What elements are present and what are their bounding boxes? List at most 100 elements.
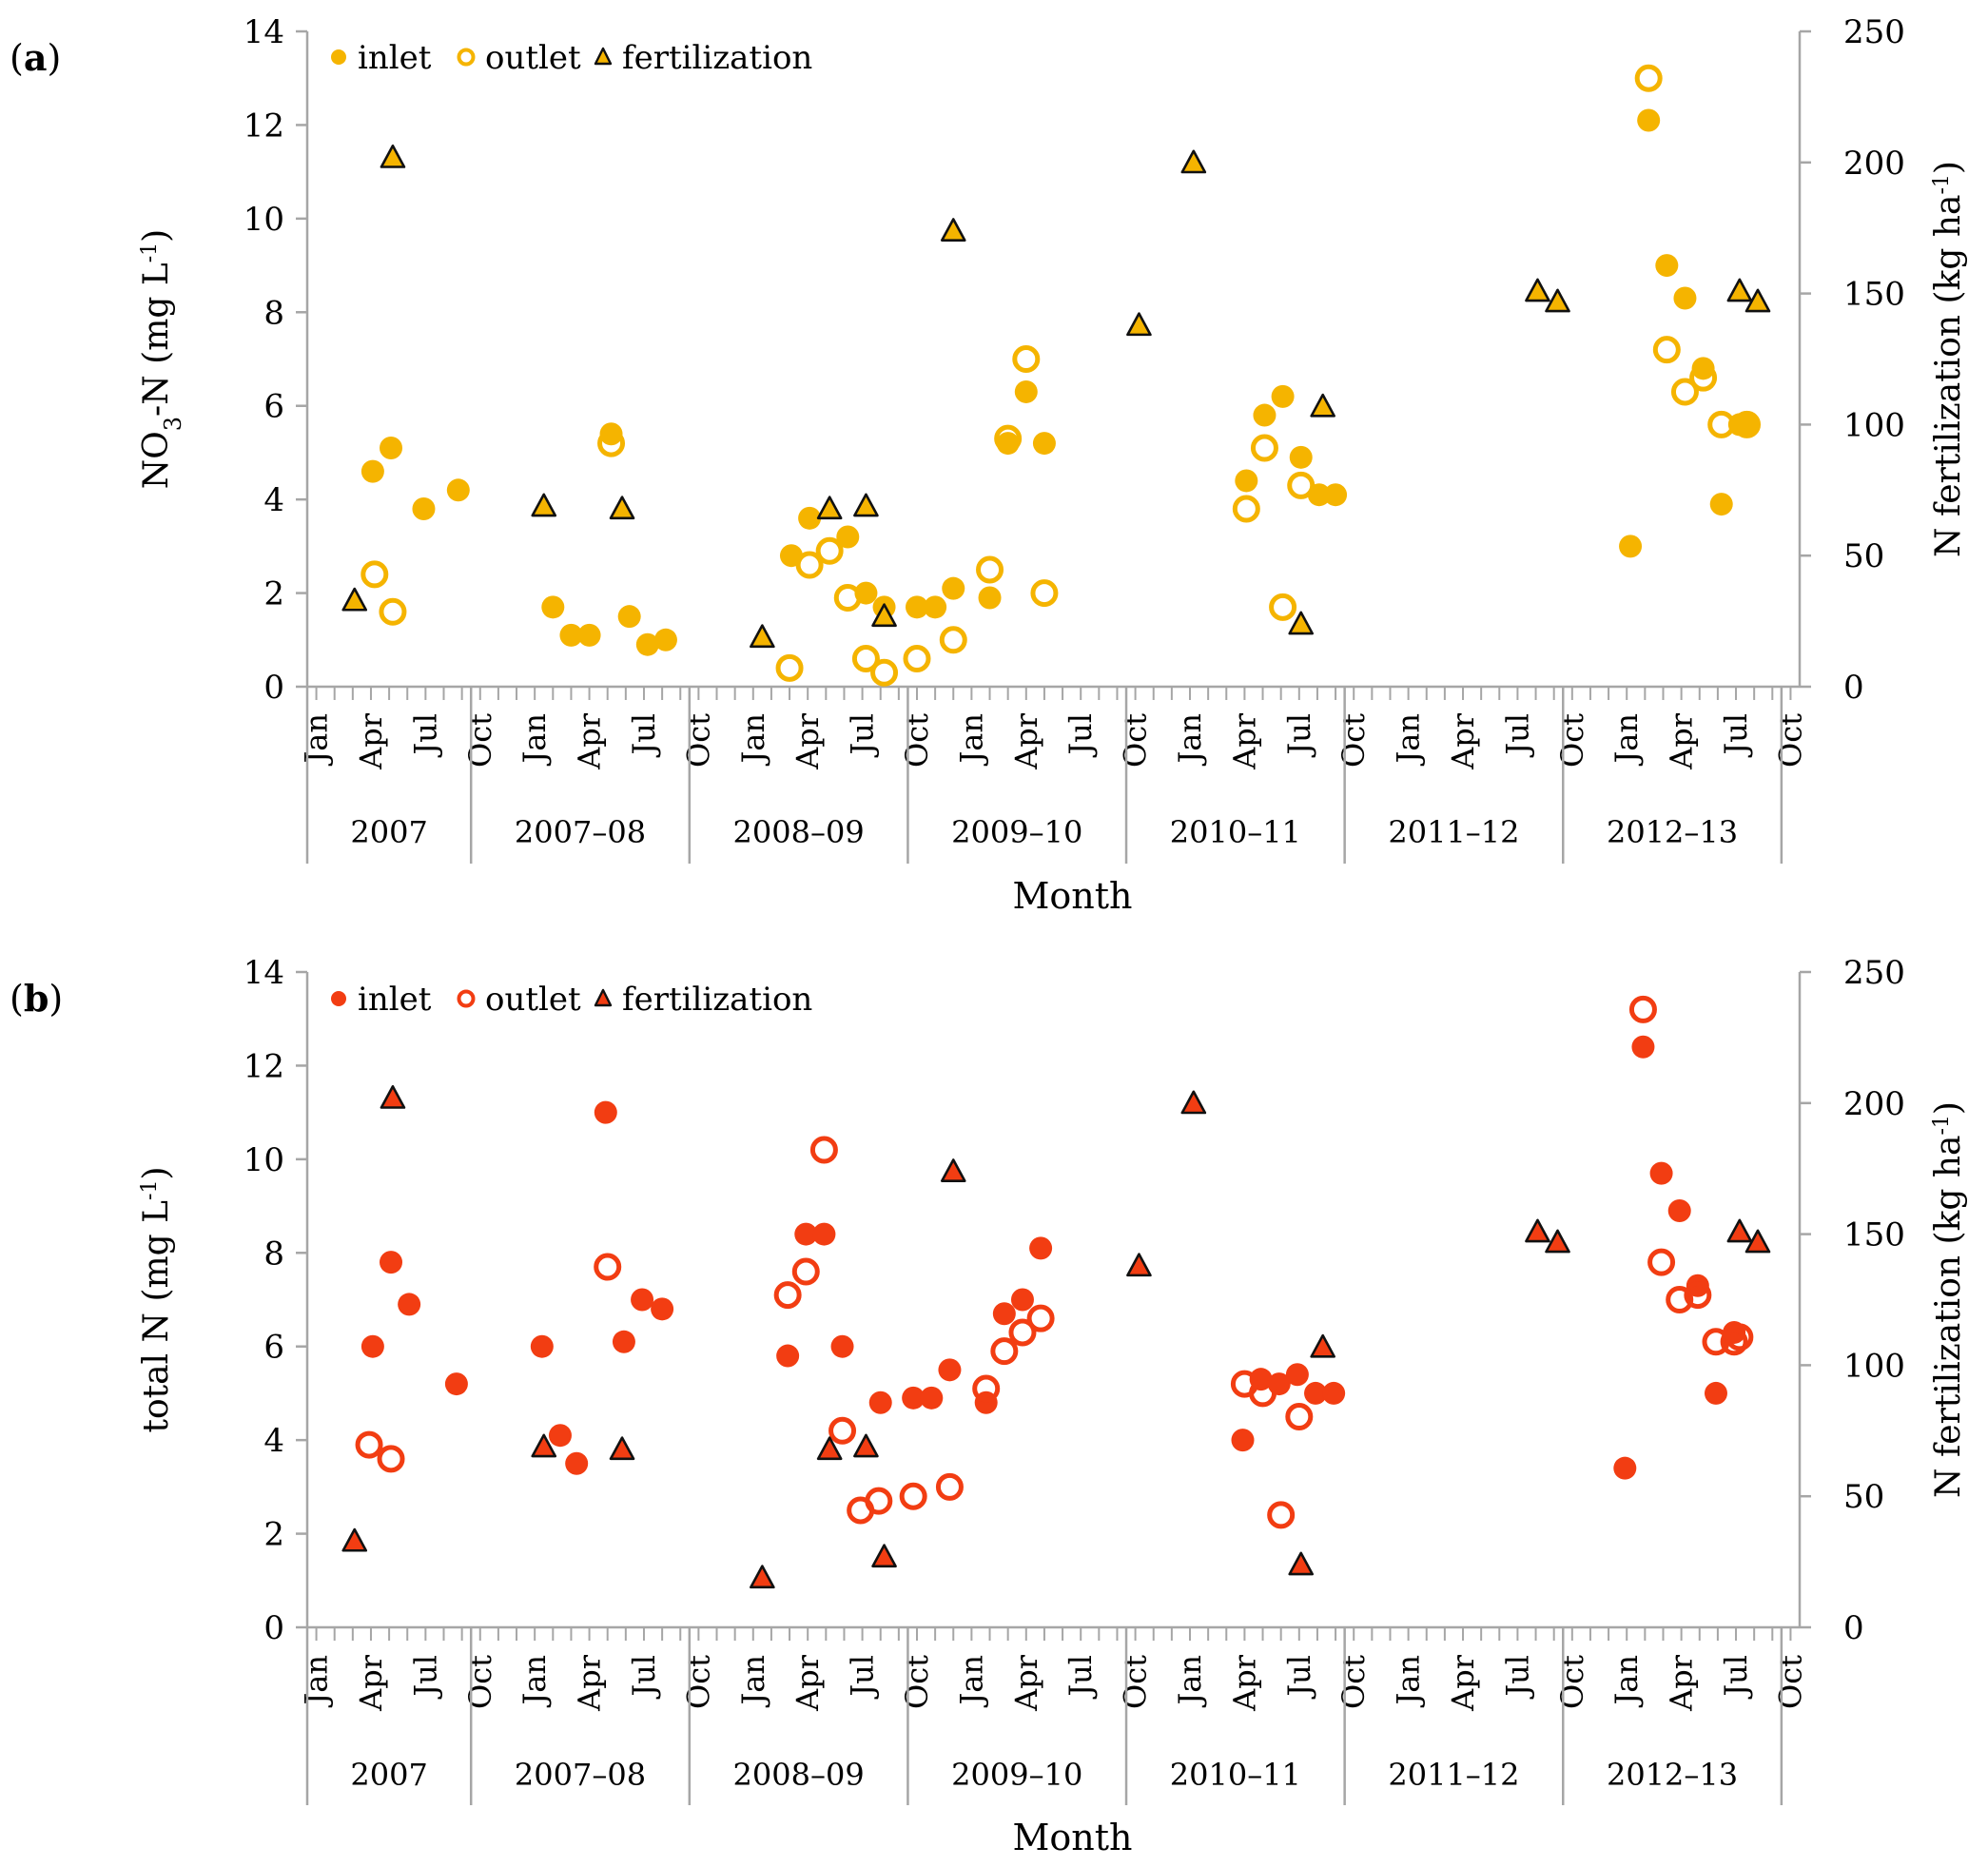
y2-tick-label: 250 [1843,954,1905,992]
x-tick-label: Apr [1664,712,1700,770]
fertilization-point [816,1436,843,1461]
season-label: 2007 [350,814,427,850]
legend-outlet-marker [457,48,476,67]
x-tick-label: Oct [680,1655,716,1709]
inlet-point [635,632,659,656]
fertilization-point [1126,312,1152,337]
x-tick-label: Jan [953,1655,989,1708]
y-tick-label: 8 [263,1235,284,1273]
y-title-superscript: -1 [138,243,162,263]
inlet-point [631,1288,654,1312]
outlet-point [355,1430,383,1459]
x-tick-label: Apr [572,712,608,770]
panel-label-letter: b [24,977,49,1020]
outlet-point [1670,378,1699,406]
outlet-point [791,1257,820,1286]
panel-label: (a) [10,36,61,79]
y-tick-label: 6 [263,1329,284,1367]
fertilization-point [1310,393,1335,418]
y2-tick-label: 100 [1843,406,1905,444]
panel-b: 0 2 4 6 8 10 12 14 0 50 100 150 200 250 Jan Apr Jul Oct Ja… [10,954,1968,1858]
outlet-point [1634,64,1663,92]
outlet-point [1725,1323,1754,1352]
outlet-point [1026,1304,1055,1332]
inlet-point [548,1424,572,1448]
outlet-point [1720,1328,1748,1356]
outlet-point [976,555,1004,584]
fertilization-point [750,624,775,649]
outlet-point [795,551,824,579]
outlet-point [1232,495,1260,523]
inlet-point [1613,1456,1637,1480]
y2-tick-label: 200 [1843,145,1905,183]
outlet-point [899,1482,927,1510]
inlet-point [776,1344,800,1368]
inlet-point [902,1386,926,1410]
fertilization-point [871,1544,897,1568]
inlet-point [1285,1363,1309,1387]
x-axis-title: Month [1012,875,1132,917]
x-tick-label: Apr [1226,712,1262,770]
y-title-part: NO [137,431,176,489]
x-tick-label: Jul [1499,713,1535,758]
inlet-point [978,586,1002,610]
inlet-point [1014,379,1038,403]
inlet-point [830,1334,854,1358]
outlet-point [994,424,1023,453]
fertilization-point [940,218,966,242]
panel-label-paren: ) [47,37,61,79]
outlet-point [361,560,389,589]
fertilization-point [380,1084,406,1109]
y-tick-label: 12 [244,1047,284,1085]
inlet-point [565,1451,589,1475]
outlet-point [1652,336,1681,364]
outlet-point [809,1136,838,1164]
fertilization-point [871,603,897,628]
inlet-point [594,1100,617,1124]
season-label: 2011–12 [1388,814,1519,850]
x-tick-label: Oct [899,713,935,768]
outlet-point [815,536,844,565]
inlet-point [577,623,601,647]
inlet-point [920,1386,944,1410]
legend: inlet outlet fertilization [331,981,812,1019]
x-tick-label: Jul [626,713,662,758]
outlet-point [833,583,862,612]
y-axis-title: total N (mg L-1) [137,1166,176,1432]
y2-title-part: N fertilization (kg ha [1929,1135,1968,1498]
x-tick-label: Jan [516,1655,553,1708]
panel-a: 0 2 4 6 8 10 12 14 0 50 100 150 200 250 Jan Apr Jul Oct Ja… [10,13,1968,917]
y-title-part: ) [137,229,176,243]
x-tick-label: Apr [1664,1654,1700,1712]
outlet-point [865,1487,893,1515]
y-title-part: -N (mg L [137,263,176,417]
y2-tick-label: 150 [1843,1216,1905,1254]
fertilization-point [940,1158,966,1182]
season-label: 2010–11 [1170,814,1301,850]
y2-tick-label: 200 [1843,1085,1905,1123]
y2-title-part: ) [1929,1101,1968,1115]
outlet-point [594,1253,622,1281]
fertilization-point [341,587,368,612]
inlet-point [559,623,583,647]
fertilization-point [1744,1229,1771,1254]
y2-title-part: ) [1929,161,1968,174]
season-label: 2008–09 [733,814,865,850]
inlet-point [1667,1198,1691,1222]
inlet-point [541,595,565,619]
x-tick-label: Oct [1554,713,1590,768]
x-tick-label: Oct [462,1655,498,1709]
outlet-point [1030,579,1059,608]
x-tick-label: Oct [1118,713,1154,768]
inlet-point [612,1330,635,1353]
inlet-point [938,1358,962,1382]
y-tick-label: 2 [263,575,284,613]
inlet-point [794,1222,818,1246]
y2-tick-label: 50 [1843,537,1884,575]
x-tick-label: Jul [845,1655,881,1700]
fertilization-point [816,496,843,520]
fertilization-point [341,1527,368,1552]
season-label: 2012–13 [1607,1757,1738,1793]
fertilization-point [1180,1090,1207,1115]
fertilization-point [609,496,635,520]
